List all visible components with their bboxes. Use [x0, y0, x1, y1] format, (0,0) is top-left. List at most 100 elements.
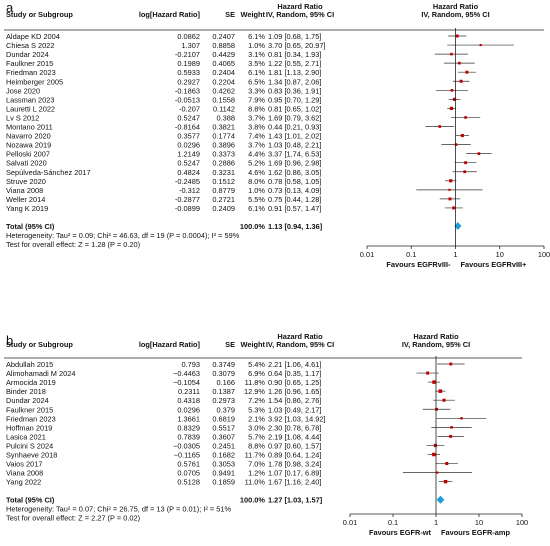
- study-name: Friedman 2023: [6, 414, 56, 423]
- study-hr-ci: 0.78 [0.58, 1.05]: [268, 177, 321, 186]
- study-log-hr: 0.4824: [177, 168, 200, 177]
- header-iv-random-ci: IV, Random, 95% CI: [266, 340, 334, 349]
- study-log-hr: -0.1863: [175, 86, 200, 95]
- study-weight: 5.2%: [248, 159, 265, 168]
- study-se: 0.3896: [212, 141, 235, 150]
- study-log-hr: -0.2107: [175, 50, 200, 59]
- study-hr-ci: 2.30 [0.78, 6.78]: [268, 423, 321, 432]
- study-name: Dundar 2024: [6, 50, 49, 59]
- study-weight: 8.0%: [248, 177, 265, 186]
- study-log-hr: -0.0899: [175, 204, 200, 213]
- study-point-marker: [443, 479, 448, 484]
- x-tick-label: 100: [538, 250, 550, 259]
- study-hr-ci: 3.70 [0.65, 20.97]: [268, 41, 326, 50]
- study-name: Nozawa 2019: [6, 141, 51, 150]
- study-weight: 8.8%: [248, 104, 265, 113]
- study-weight: 3.8%: [248, 123, 265, 132]
- study-log-hr: −0.4463: [173, 369, 200, 378]
- pooled-estimate-diamond: [436, 495, 445, 504]
- study-log-hr: -0.312: [179, 186, 200, 195]
- study-weight: 7.9%: [248, 95, 265, 104]
- study-weight: 6.5%: [248, 77, 265, 86]
- favours-left-label: Favours EGFRvIII-: [386, 260, 451, 269]
- study-log-hr: 0.0862: [177, 32, 200, 41]
- study-hr-ci: 0.95 [0.70, 1.29]: [268, 95, 321, 104]
- study-se: 0.3373: [212, 150, 235, 159]
- study-point-marker: [449, 106, 454, 111]
- study-name: Friedman 2023: [6, 68, 56, 77]
- study-weight: 3.7%: [248, 113, 265, 122]
- study-weight: 5.4%: [248, 360, 265, 369]
- study-name: Armocida 2019: [6, 378, 56, 387]
- study-hr-ci: 1.03 [0.49, 2.17]: [268, 405, 321, 414]
- study-point-marker: [426, 371, 430, 375]
- study-name: Pelloski 2007: [6, 150, 50, 159]
- study-se: 0.3821: [212, 123, 235, 132]
- study-name: Lassman 2023: [6, 95, 54, 104]
- study-log-hr: 1.2149: [177, 150, 200, 159]
- study-name: Dundar 2024: [6, 396, 49, 405]
- study-log-hr: -0.8164: [175, 123, 200, 132]
- study-weight: 8.8%: [248, 441, 265, 450]
- favours-right-label: Favours EGFRvIII+: [461, 260, 528, 269]
- study-name: Weller 2014: [6, 195, 45, 204]
- study-point-marker: [445, 462, 449, 466]
- study-se: 0.2204: [212, 77, 235, 86]
- study-log-hr: 0.5247: [177, 159, 200, 168]
- favours-right-label: Favours EGFR-amp: [441, 528, 510, 537]
- favours-left-label: Favours EGFR-wt: [369, 528, 432, 537]
- study-hr-ci: 0.91 [0.57, 1.47]: [268, 204, 321, 213]
- study-weight: 3.7%: [248, 141, 265, 150]
- study-name: Viana 2008: [6, 469, 43, 478]
- study-se: 0.1682: [212, 451, 235, 460]
- study-se: 0.2451: [212, 441, 235, 450]
- study-hr-ci: 1.54 [0.86, 2.76]: [268, 396, 321, 405]
- study-weight: 11.7%: [245, 451, 266, 460]
- total-weight: 100.0%: [240, 496, 265, 505]
- header-log-hr: log[Hazard Ratio]: [139, 340, 201, 349]
- x-tick-label: 1: [434, 518, 438, 527]
- study-hr-ci: 0.64 [0.35, 1.17]: [268, 369, 321, 378]
- study-hr-ci: 1.69 [0.96, 2.98]: [268, 159, 321, 168]
- study-point-marker: [452, 97, 457, 101]
- study-log-hr: 0.0705: [177, 469, 200, 478]
- study-log-hr: 1.3661: [177, 414, 200, 423]
- study-se: 0.1512: [212, 177, 235, 186]
- study-log-hr: -0.2877: [175, 195, 200, 204]
- study-point-marker: [452, 206, 456, 210]
- heterogeneity-text: Heterogeneity: Tau² = 0.07; Chi² = 26.75…: [6, 505, 232, 514]
- study-name: Salvati 2020: [6, 159, 47, 168]
- study-log-hr: 0.2927: [177, 77, 200, 86]
- study-hr-ci: 0.97 [0.60, 1.57]: [268, 441, 321, 450]
- study-weight: 1.2%: [248, 469, 265, 478]
- study-name: Yang K 2019: [6, 204, 48, 213]
- study-weight: 11.8%: [245, 378, 266, 387]
- study-log-hr: 0.4318: [177, 396, 200, 405]
- study-log-hr: 0.3577: [177, 132, 200, 141]
- heterogeneity-text: Heterogeneity: Tau² = 0.09; Chi² = 46.63…: [6, 231, 240, 240]
- study-point-marker: [448, 197, 452, 201]
- study-point-marker: [449, 179, 453, 183]
- header-se: SE: [225, 10, 235, 19]
- study-se: 0.2973: [212, 396, 235, 405]
- study-point-marker: [435, 407, 438, 411]
- study-name: Faulkner 2015: [6, 59, 53, 68]
- x-tick-label: 1: [453, 250, 457, 259]
- study-hr-ci: 1.07 [0.17, 6.89]: [268, 469, 321, 478]
- study-log-hr: 0.0296: [177, 141, 200, 150]
- study-hr-ci: 1.26 [0.96, 1.65]: [268, 387, 321, 396]
- panel-label: a: [6, 0, 14, 15]
- study-weight: 4.6%: [248, 168, 265, 177]
- study-se: 0.2721: [212, 195, 235, 204]
- overall-effect-text: Test for overall effect: Z = 2.27 (P = 0…: [6, 514, 140, 523]
- study-log-hr: -0.207: [179, 104, 200, 113]
- study-point-marker: [477, 152, 481, 156]
- study-hr-ci: 1.69 [0.79, 3.62]: [268, 113, 321, 122]
- study-hr-ci: 1.03 [0.48, 2.21]: [268, 141, 321, 150]
- study-se: 0.3079: [212, 369, 235, 378]
- study-point-marker: [479, 43, 482, 47]
- study-hr-ci: 1.09 [0.68, 1.75]: [268, 32, 321, 41]
- study-name: Viana 2008: [6, 186, 43, 195]
- study-log-hr: 1.307: [182, 41, 201, 50]
- study-name: Yang 2022: [6, 478, 41, 487]
